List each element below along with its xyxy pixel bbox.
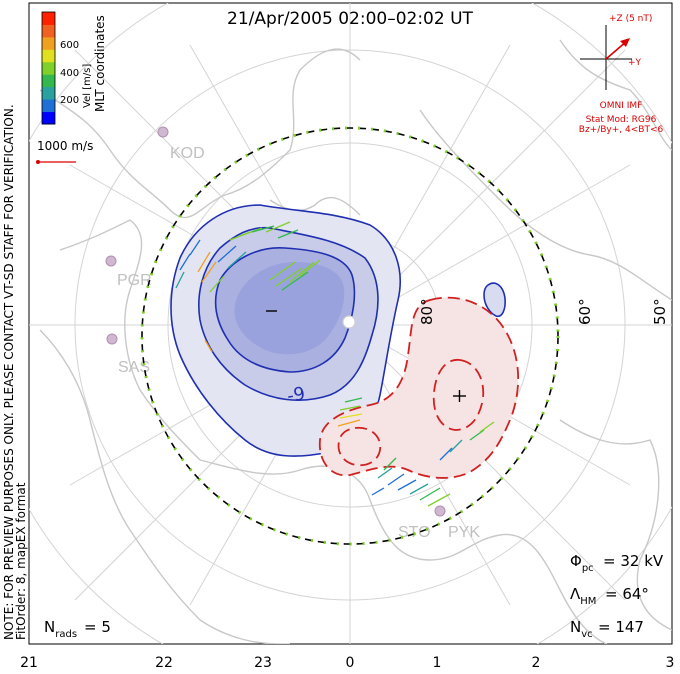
imf-condition: Bz+/By+, 4<BT<6 (579, 125, 664, 135)
radar-label-pyk: PYK (448, 524, 480, 541)
pole-marker (342, 315, 356, 329)
imf-y-label: +Y (628, 58, 642, 68)
coastlines (39, 39, 672, 644)
velocity-colorbar (41, 11, 56, 125)
preview-note: NOTE: FOR PREVIEW PURPOSES ONLY. PLEASE … (2, 104, 16, 640)
scale-vector: 1000 m/s (36, 139, 93, 164)
hm-boundary-marks (140, 126, 560, 546)
scale-vector-dot (36, 160, 40, 164)
radar-pgr-marker (105, 255, 117, 267)
n-vc-value: = 147 (598, 618, 644, 636)
n-rads-value: = 5 (84, 618, 111, 636)
negative-cell-core (234, 262, 345, 355)
colorbar-swatch (42, 49, 55, 63)
radar-sites (105, 126, 446, 517)
scale-vector-label: 1000 m/s (37, 139, 93, 153)
imf-source: OMNI IMF (600, 101, 643, 111)
lat-label-50: 50° (651, 298, 669, 325)
colorbar-swatch (42, 61, 55, 75)
colorbar-swatch (42, 111, 55, 125)
radar-sas-marker (106, 333, 118, 345)
contour-label: -9 (285, 383, 306, 407)
colorbar-tick-600: 600 (60, 40, 79, 51)
colorbar-swatch (42, 36, 55, 50)
mlt-coordinates-label: MLT coordinates (93, 15, 107, 112)
colorbar-swatch (42, 86, 55, 100)
radar-label-sas: SAS (118, 359, 150, 376)
radar-pyk-marker (434, 505, 446, 517)
phi-pc-value: = 32 kV (603, 552, 664, 570)
mlt-tick-22: 22 (155, 655, 173, 671)
mlt-tick-1: 1 (433, 655, 442, 671)
positive-cell-outer (318, 296, 520, 479)
small-negative-cell (483, 282, 506, 318)
colorbar-swatch (42, 24, 55, 38)
lat-label-80: 80° (418, 298, 436, 325)
mlt-tick-3: 3 (666, 655, 675, 671)
positive-cell-inner-b (337, 426, 382, 467)
colorbar-swatch (42, 74, 55, 88)
fit-order-note: FitOrder: 8, mapEX format (14, 482, 28, 640)
mlt-tick-0: 0 (346, 655, 355, 671)
radar-label-pgr: PGR (117, 272, 152, 289)
mlt-tick-2: 2 (532, 655, 541, 671)
imf-vector-head (620, 38, 630, 47)
cell-markers (266, 310, 466, 402)
plot-title: 21/Apr/2005 02:00–02:02 UT (227, 9, 473, 29)
radar-kod-marker (157, 126, 169, 138)
colorbar-label: Vel [m/s] (82, 64, 93, 108)
positive-cell-inner-a (432, 359, 485, 431)
lat-label-60: 60° (576, 298, 594, 325)
colorbar-tick-200: 200 (60, 95, 79, 106)
mlt-tick-21: 21 (20, 655, 38, 671)
velocity-vectors (175, 221, 495, 507)
colorbar-swatch (42, 12, 55, 25)
mlt-axis: 21 22 23 0 1 2 3 (20, 655, 674, 671)
colorbar-border (41, 11, 56, 125)
imf-stat-mod: Stat Mod: RG96 (586, 115, 657, 125)
colorbar-tick-400: 400 (60, 68, 79, 79)
lambda-hm-value: = 64° (605, 585, 649, 603)
radar-label-kod: KOD (170, 145, 205, 162)
positive-cell (318, 296, 520, 479)
imf-clock (580, 25, 632, 90)
imf-z-label: +Z (5 nT) (609, 14, 652, 24)
mlt-tick-23: 23 (254, 655, 272, 671)
colorbar-swatch (42, 99, 55, 113)
